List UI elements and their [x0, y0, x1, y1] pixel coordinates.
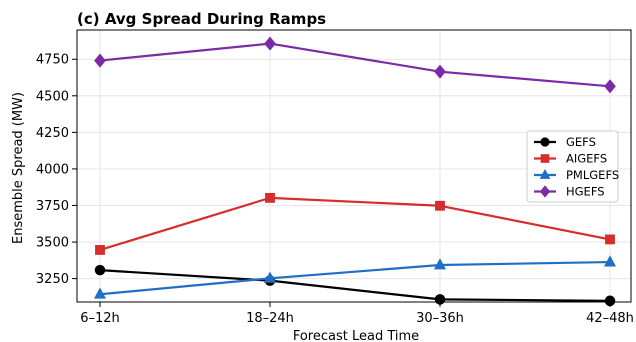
series-gefs	[94, 264, 616, 307]
legend-box	[526, 130, 619, 203]
series-line	[99, 260, 611, 296]
legend-marker	[540, 137, 550, 147]
series-aigefs	[95, 192, 615, 255]
x-tick-label: 42–48h	[586, 311, 634, 326]
data-point	[95, 245, 105, 255]
y-axis: 3250 3500 3750 4000 4250 4500 4750	[36, 53, 77, 287]
legend-item: GEFS	[534, 135, 596, 149]
legend-item: PMLGEFS	[534, 168, 619, 182]
data-point	[94, 53, 106, 68]
legend-label: PMLGEFS	[566, 168, 619, 182]
series-line	[99, 269, 611, 302]
x-tick-label: 6–12h	[80, 311, 120, 326]
data-point	[93, 287, 107, 299]
data-point	[605, 234, 615, 245]
series-layer	[93, 36, 617, 307]
series-line	[99, 42, 611, 88]
series-pmlgefs	[93, 255, 617, 299]
data-point	[435, 200, 445, 211]
data-point	[265, 192, 275, 203]
data-point	[434, 64, 446, 79]
data-point	[263, 271, 277, 283]
legend-item: AIGEFS	[534, 152, 607, 166]
chart-title: (c) Avg Spread During Ramps	[77, 10, 326, 28]
series-line	[99, 196, 611, 251]
x-tick-label: 30–36h	[416, 311, 464, 326]
legend-label: GEFS	[566, 135, 596, 149]
y-axis-label: Ensemble Spread (MW)	[11, 92, 26, 244]
legend-label: AIGEFS	[566, 152, 607, 166]
legend-marker	[539, 185, 551, 198]
y-tick-label: 4000	[36, 162, 69, 177]
legend-marker	[539, 168, 551, 179]
y-tick-label: 4750	[36, 53, 69, 68]
legend-label: HGEFS	[566, 185, 605, 199]
y-tick-label: 4500	[36, 89, 69, 104]
x-axis-label: Forecast Lead Time	[293, 329, 419, 342]
data-point	[94, 264, 106, 276]
x-axis: 6–12h 18–24h 30–36h 42–48h	[80, 302, 634, 326]
data-point	[433, 258, 447, 270]
legend-item: HGEFS	[534, 185, 605, 199]
data-point	[264, 36, 276, 51]
x-tick-label: 18–24h	[246, 311, 294, 326]
data-point	[604, 79, 616, 94]
legend-marker	[540, 154, 550, 163]
data-point	[603, 255, 617, 267]
plot-frame	[76, 29, 632, 303]
y-tick-label: 4250	[36, 126, 69, 141]
grid	[77, 30, 631, 302]
series-hgefs	[94, 36, 616, 94]
y-tick-label: 3500	[36, 236, 69, 251]
y-tick-label: 3750	[36, 199, 69, 214]
legend: GEFS AIGEFS PMLGEFS HGEFS	[526, 130, 619, 203]
y-tick-label: 3250	[36, 272, 69, 287]
